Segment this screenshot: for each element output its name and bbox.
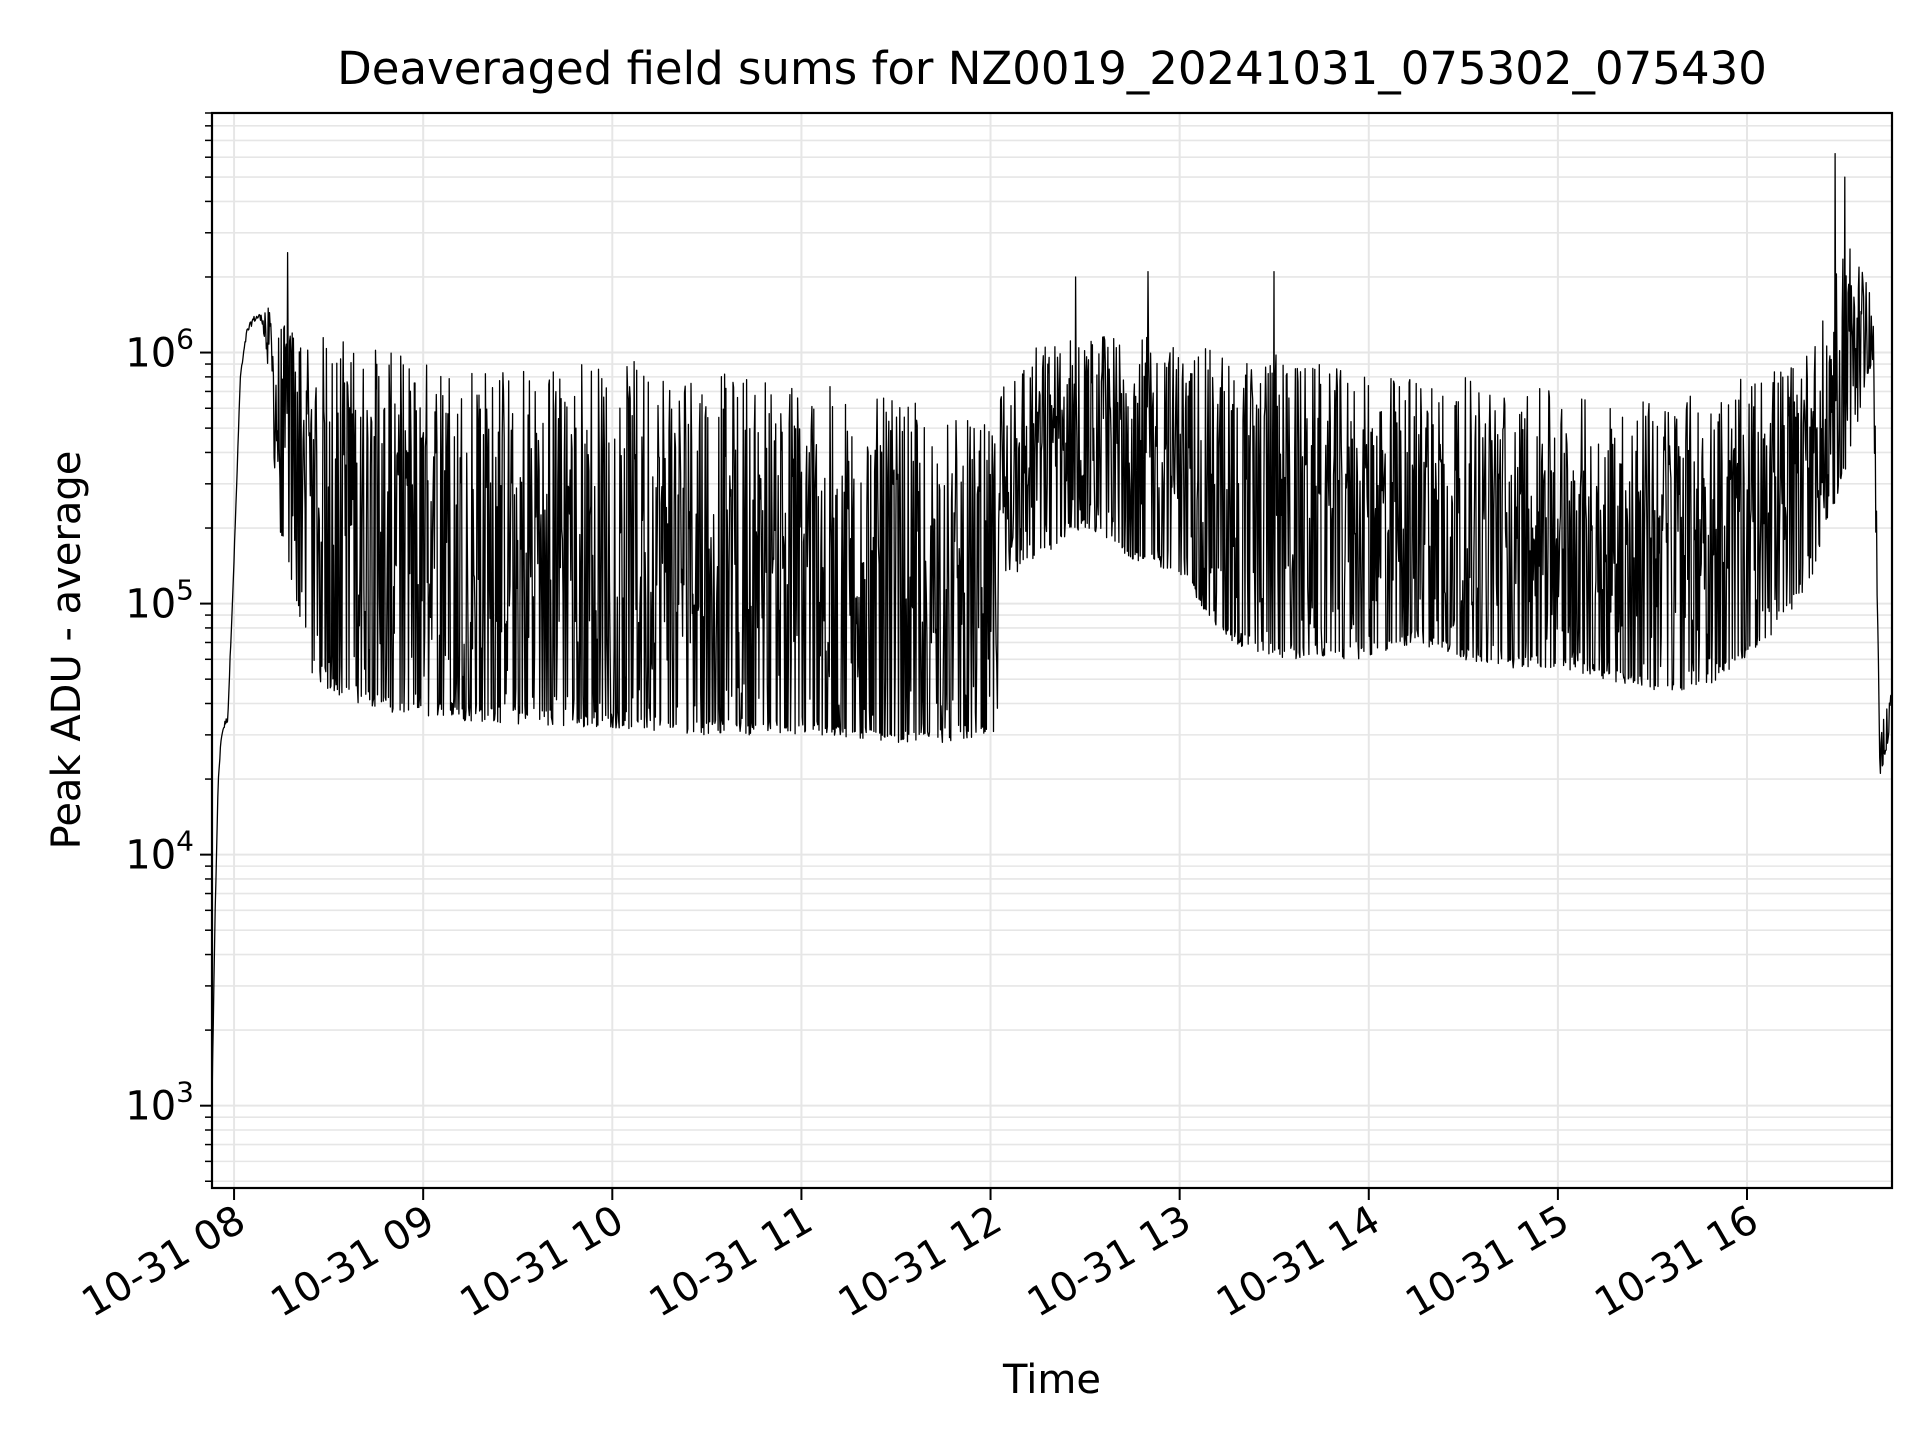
y-tick-label: 105 <box>125 574 194 628</box>
y-tick-base: 10 <box>125 1084 176 1130</box>
series-layer <box>211 152 1893 1108</box>
y-axis-label: Peak ADU - average <box>44 451 90 850</box>
y-tick-base: 10 <box>125 331 176 377</box>
y-tick-exponent: 6 <box>176 323 194 356</box>
series-line <box>211 152 1893 1108</box>
grid <box>212 112 1892 1188</box>
plot-frame <box>210 111 1894 1190</box>
y-tick-label: 104 <box>125 825 194 879</box>
y-tick-base: 10 <box>125 582 176 628</box>
y-tick-label: 103 <box>125 1076 194 1130</box>
y-tick-exponent: 4 <box>176 825 194 858</box>
chart-title: Deaveraged field sums for NZ0019_2024103… <box>337 42 1767 95</box>
y-tick-label: 106 <box>125 323 194 377</box>
x-axis-label: Time <box>1002 1357 1101 1403</box>
y-tick-exponent: 5 <box>176 574 194 607</box>
y-tick-base: 10 <box>125 833 176 879</box>
y-tick-exponent: 3 <box>176 1076 194 1109</box>
